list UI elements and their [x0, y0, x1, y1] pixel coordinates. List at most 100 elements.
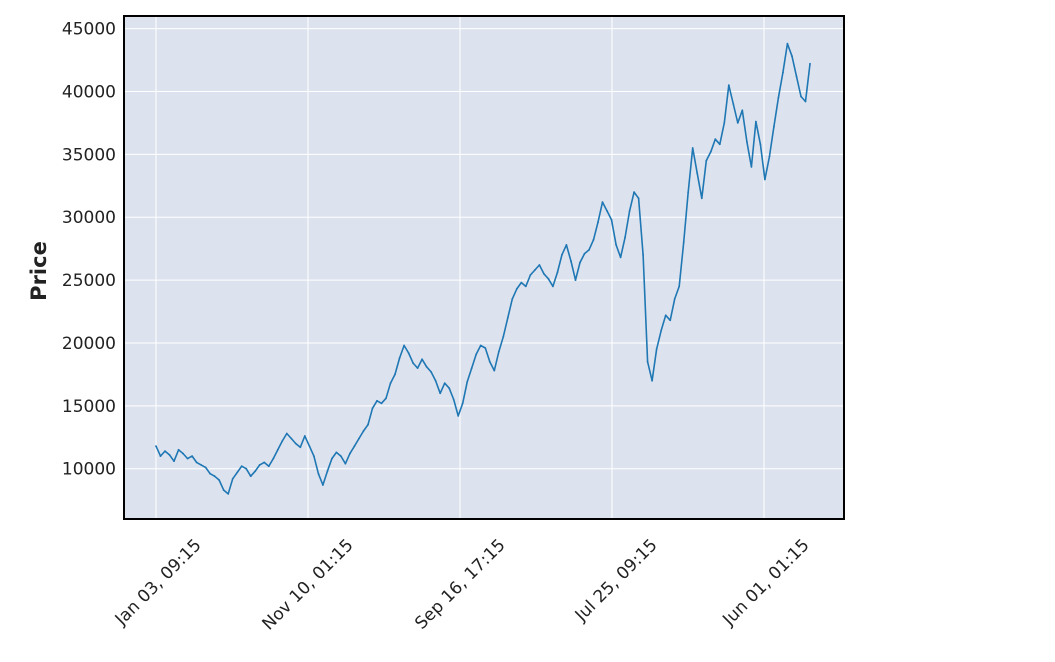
price-point — [276, 448, 279, 451]
price-point — [714, 138, 717, 141]
price-point — [764, 178, 766, 181]
price-point — [434, 379, 437, 382]
price-point — [732, 103, 735, 105]
price-point — [313, 455, 315, 457]
price-point — [511, 298, 514, 300]
price-point — [236, 471, 239, 474]
price-point — [642, 254, 644, 256]
price-point — [457, 415, 460, 417]
price-point — [322, 484, 324, 486]
price-point — [597, 221, 599, 224]
price-point — [655, 348, 658, 351]
price-point — [502, 335, 505, 338]
price-point — [461, 402, 464, 405]
price-point — [579, 261, 581, 264]
price-point — [624, 236, 626, 239]
price-point — [570, 260, 572, 263]
price-point — [412, 362, 414, 364]
price-point — [809, 62, 811, 65]
plot-frame — [123, 15, 845, 520]
price-point — [705, 159, 708, 162]
price-point — [227, 493, 230, 495]
price-point — [231, 477, 234, 480]
y-axis-label: Price — [27, 241, 51, 301]
price-point — [186, 457, 189, 460]
price-point — [606, 210, 608, 212]
price-point — [651, 379, 653, 382]
price-point — [213, 475, 216, 478]
price-point — [592, 238, 595, 241]
price-point — [552, 285, 554, 288]
price-point — [673, 298, 676, 300]
price-point — [344, 462, 347, 465]
price-point — [746, 140, 748, 143]
price-point — [777, 96, 780, 99]
price-point — [303, 435, 306, 437]
y-tick-label: 30000 — [62, 208, 116, 228]
price-point — [615, 244, 617, 246]
price-point — [281, 440, 284, 442]
price-point — [633, 191, 635, 194]
price-point — [750, 166, 753, 168]
x-tick-label: Jan 03, 09:15 — [111, 535, 206, 630]
price-point — [804, 100, 807, 103]
price-point — [349, 452, 351, 455]
price-point — [791, 55, 793, 58]
price-point — [755, 120, 757, 123]
price-point — [249, 475, 252, 478]
price-point — [335, 451, 338, 454]
price-point — [700, 197, 703, 200]
price-point — [168, 454, 171, 456]
price-point — [534, 269, 536, 271]
price-point — [425, 365, 428, 368]
price-point — [358, 437, 360, 440]
price-point — [610, 218, 613, 221]
price-point — [637, 197, 640, 200]
price-point — [263, 461, 266, 464]
price-point — [479, 344, 482, 347]
price-point — [439, 392, 442, 395]
y-axis: 10000 15000 20000 25000 30000 35000 40000 45000 — [62, 20, 116, 480]
price-point — [164, 450, 166, 452]
price-point — [173, 460, 175, 463]
gridlines — [124, 16, 844, 519]
y-tick-label: 35000 — [62, 145, 116, 165]
y-tick-label: 45000 — [62, 20, 116, 40]
price-point — [222, 489, 225, 491]
price-point — [678, 285, 681, 288]
price-point — [547, 277, 550, 280]
price-point — [588, 249, 590, 251]
price-point — [687, 191, 690, 194]
price-point — [709, 150, 712, 153]
price-point — [299, 446, 302, 449]
price-point — [466, 381, 469, 383]
price-point — [682, 241, 685, 244]
x-tick-label: Jul 25, 09:15 — [571, 535, 662, 626]
price-point — [497, 350, 500, 353]
price-point — [376, 399, 378, 402]
price-point — [317, 472, 320, 475]
y-tick-label: 15000 — [62, 397, 116, 417]
price-point — [294, 442, 297, 445]
price-point — [191, 455, 194, 457]
price-point — [736, 122, 739, 124]
price-series-line — [155, 42, 811, 495]
price-point — [326, 470, 329, 473]
price-point — [285, 432, 288, 435]
x-tick-label: Sep 16, 17:15 — [411, 535, 509, 633]
price-point — [218, 479, 221, 481]
price-point — [367, 423, 369, 426]
y-tick-label: 10000 — [62, 460, 116, 480]
price-point — [669, 319, 672, 322]
price-point — [543, 272, 545, 275]
price-point — [331, 457, 333, 460]
price-point — [773, 125, 775, 128]
price-point — [421, 358, 423, 361]
price-point — [380, 402, 383, 405]
price-point — [800, 95, 802, 98]
price-point — [574, 279, 577, 281]
x-axis: Jan 03, 09:15 Nov 10, 01:15 Sep 16, 17:15 J… — [111, 535, 814, 634]
price-point — [430, 371, 432, 373]
price-point — [204, 466, 207, 469]
